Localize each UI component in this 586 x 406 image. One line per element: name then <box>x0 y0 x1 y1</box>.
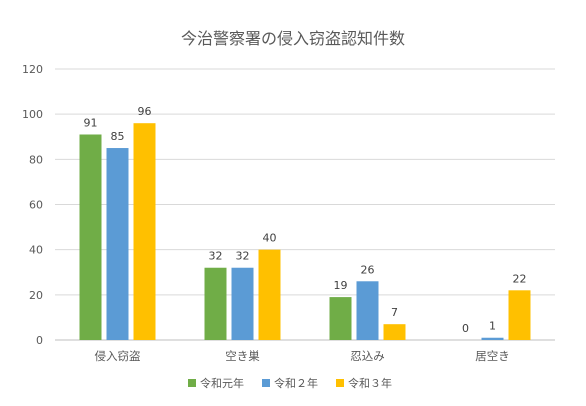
bar <box>356 281 379 340</box>
legend-swatch <box>188 379 196 387</box>
legend-label: 令和３年 <box>348 376 392 390</box>
y-axis-ticks: 0 20 40 60 80 100 120 <box>22 63 43 347</box>
y-tick-label: 20 <box>29 289 43 302</box>
data-label: 19 <box>334 279 348 292</box>
x-category-label: 空き巣 <box>225 349 260 363</box>
data-label: 26 <box>361 263 375 276</box>
x-category-label: 侵入窃盗 <box>95 349 141 363</box>
legend-swatch <box>336 379 344 387</box>
gridlines <box>55 68 555 341</box>
y-tick-label: 100 <box>22 108 43 121</box>
data-label: 22 <box>513 272 527 285</box>
data-label: 7 <box>391 306 398 319</box>
chart-title: 今治警察署の侵入窃盗認知件数 <box>181 29 405 48</box>
data-label: 91 <box>84 116 98 129</box>
bar <box>204 267 227 340</box>
bar <box>481 337 504 340</box>
y-tick-label: 0 <box>36 334 43 347</box>
bar <box>383 324 406 340</box>
legend-label: 令和元年 <box>200 376 244 390</box>
legend: 令和元年 令和２年 令和３年 <box>188 376 392 390</box>
bar <box>79 134 102 340</box>
y-tick-label: 120 <box>22 63 43 76</box>
y-tick-label: 60 <box>29 199 43 212</box>
data-label: 96 <box>138 105 152 118</box>
data-label: 85 <box>111 130 125 143</box>
x-category-label: 忍込み <box>350 349 385 363</box>
data-label: 32 <box>236 250 250 263</box>
x-category-label: 居空き <box>475 349 510 363</box>
y-tick-label: 80 <box>29 153 43 166</box>
bar <box>106 148 129 340</box>
legend-swatch <box>262 379 270 387</box>
y-tick-label: 40 <box>29 244 43 257</box>
x-axis-categories: 侵入窃盗 空き巣 忍込み 居空き <box>95 349 510 363</box>
data-labels: 91 85 96 32 32 40 19 26 7 0 1 22 <box>84 105 527 335</box>
bar <box>231 267 254 340</box>
bars <box>79 123 531 340</box>
data-label: 32 <box>209 250 223 263</box>
data-label: 1 <box>489 320 496 333</box>
data-label: 40 <box>263 232 277 245</box>
bar <box>508 290 531 340</box>
bar <box>133 123 156 340</box>
bar <box>329 297 352 340</box>
data-label: 0 <box>462 322 469 335</box>
legend-label: 令和２年 <box>274 376 318 390</box>
bar <box>258 249 281 340</box>
